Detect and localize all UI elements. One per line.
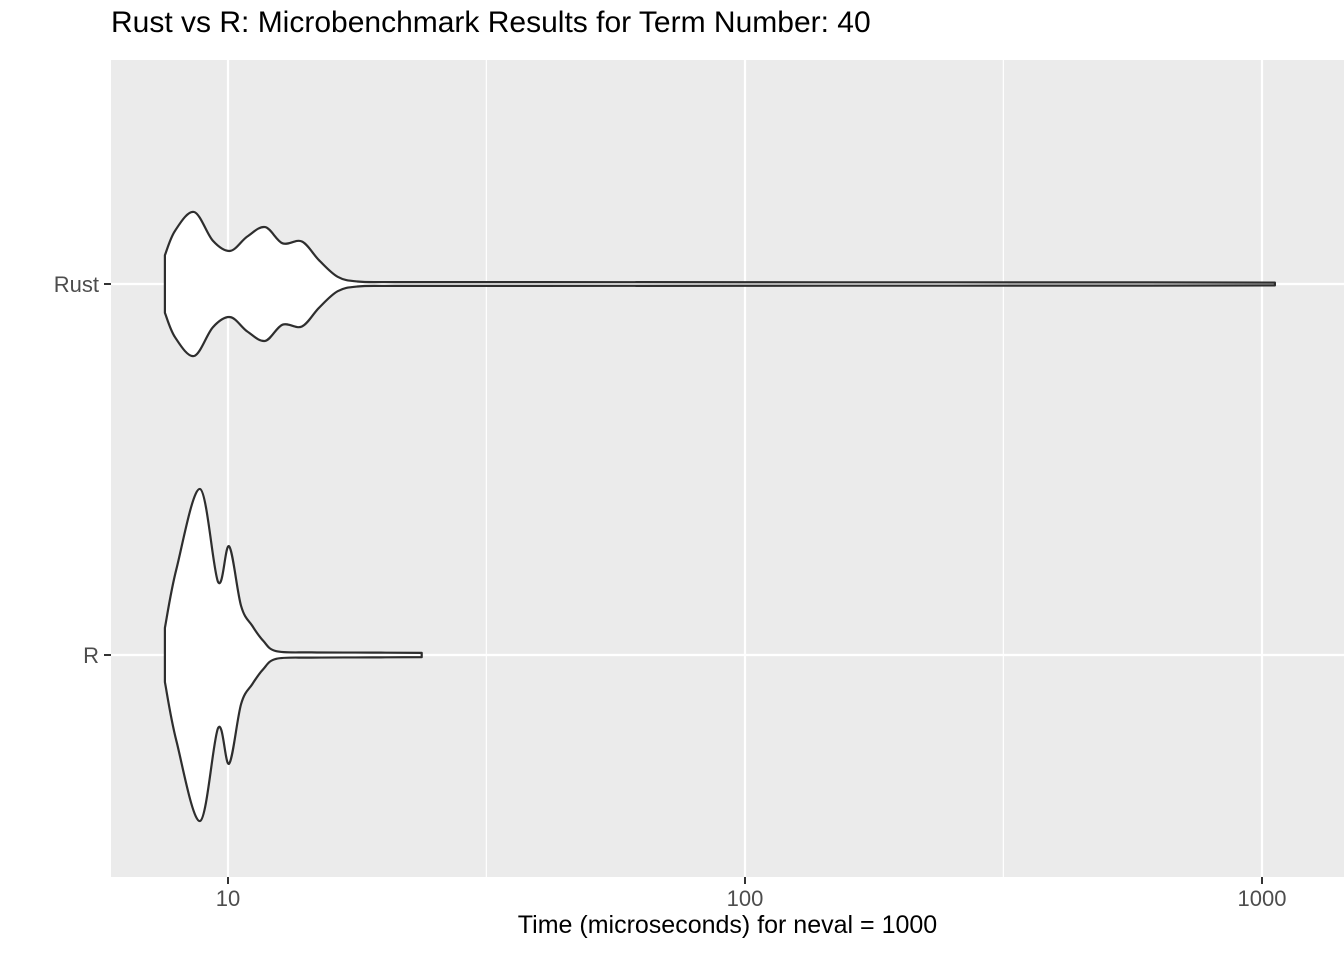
panel-background [111, 60, 1344, 877]
y-category-label-r: R [83, 643, 99, 668]
plot-title: Rust vs R: Microbenchmark Results for Te… [111, 6, 871, 39]
violin-rust [163, 210, 1276, 358]
violin-r [163, 487, 423, 823]
x-tick-label: 1000 [1238, 886, 1287, 911]
x-tick-label: 100 [727, 886, 764, 911]
y-category-label-rust: Rust [54, 272, 99, 297]
x-tick-label: 10 [216, 886, 240, 911]
x-axis-title: Time (microseconds) for neval = 1000 [517, 911, 938, 939]
